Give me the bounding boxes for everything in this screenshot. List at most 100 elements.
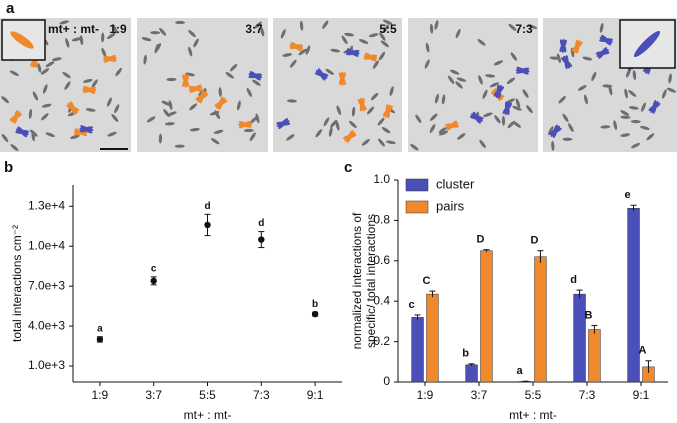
cell [385, 140, 396, 145]
significance-letter: b [312, 299, 318, 310]
legend-swatch [405, 178, 429, 192]
ratio-label: 5:5 [379, 22, 397, 36]
significance-letter: c [151, 263, 157, 274]
colored-cell [359, 97, 365, 112]
cell [41, 103, 52, 108]
cell [42, 84, 48, 94]
colored-cell [601, 34, 612, 46]
bar [411, 317, 424, 383]
cell [336, 105, 342, 115]
colored-cell [595, 50, 610, 56]
cell [255, 113, 260, 124]
cell [479, 139, 486, 148]
cell [434, 93, 439, 104]
cell [382, 19, 393, 25]
cell [64, 81, 71, 90]
colored-cell [103, 55, 117, 62]
cell [646, 133, 655, 141]
cell [358, 39, 369, 44]
y-tick-label: 1.0e+4 [28, 238, 65, 252]
cell [429, 23, 434, 34]
cell [562, 113, 569, 122]
cell [447, 75, 455, 85]
significance-letter: D [530, 235, 538, 247]
cell [260, 26, 265, 37]
cell [246, 87, 252, 97]
bar [588, 329, 601, 383]
cell [608, 85, 613, 96]
cell [515, 98, 521, 108]
significance-letter: b [462, 348, 469, 360]
cell [175, 20, 186, 25]
cell [243, 128, 254, 133]
cell [29, 129, 38, 137]
cell [189, 128, 200, 132]
cell [351, 106, 356, 117]
cell [107, 131, 117, 137]
colored-cell [317, 68, 326, 81]
cell [455, 28, 461, 39]
colored-cell [74, 128, 87, 137]
colored-cell [338, 72, 346, 86]
cell [249, 116, 258, 124]
colored-cell [444, 123, 459, 128]
y-tick-label: 1.0e+3 [28, 358, 65, 372]
cell [189, 103, 198, 111]
cell [613, 120, 618, 131]
cell [328, 126, 333, 137]
cell [161, 100, 171, 106]
colored-cell [276, 121, 291, 126]
cell [508, 23, 517, 31]
cell [377, 117, 385, 126]
cell [380, 40, 389, 48]
cell [620, 133, 631, 137]
inset-cell [10, 31, 34, 49]
colored-cell [343, 133, 357, 140]
cell [457, 133, 466, 140]
cell [45, 132, 55, 138]
cell [628, 106, 639, 110]
cell [551, 140, 555, 151]
cell [366, 106, 375, 115]
x-tick-label: 7:3 [579, 388, 596, 402]
cell [341, 35, 348, 45]
ratio-label: 1:9 [109, 22, 127, 36]
cell [478, 75, 483, 85]
x-axis-label: mt+ : mt- [509, 408, 557, 422]
colored-cell [214, 99, 228, 107]
cell [501, 115, 506, 126]
cell [568, 123, 574, 132]
cell [477, 39, 486, 46]
cell [600, 125, 611, 129]
significance-letter: D [476, 234, 484, 246]
cell [322, 20, 329, 29]
colored-cell [83, 85, 96, 94]
cell [510, 52, 518, 61]
inset [619, 19, 676, 69]
y-tick-label: 7.0e+3 [28, 278, 65, 292]
colored-cell [69, 101, 76, 115]
point [204, 221, 211, 229]
y-tick-label: 0.8 [373, 213, 390, 227]
colored-cell [17, 126, 28, 138]
cell [368, 33, 379, 38]
cell [37, 63, 42, 73]
cell [210, 138, 220, 145]
significance-letter: d [258, 218, 264, 229]
colored-cell [9, 113, 23, 121]
micrograph [273, 18, 402, 152]
cell [382, 24, 389, 33]
cell [583, 94, 588, 105]
cell [51, 57, 62, 62]
cell [641, 102, 646, 112]
cell [441, 94, 446, 105]
colored-cell [559, 39, 567, 53]
cell [577, 85, 587, 91]
cell [370, 92, 379, 101]
cell [389, 86, 394, 96]
cell [218, 87, 222, 98]
cell [522, 89, 529, 98]
cell [71, 37, 82, 42]
cell [493, 60, 504, 66]
